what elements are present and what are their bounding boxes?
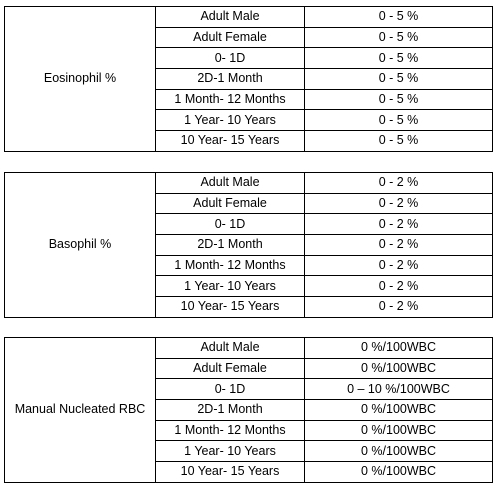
reference-range: 0 - 5 % (304, 47, 493, 70)
reference-range: 0 - 2 % (304, 296, 493, 318)
age-group: 0- 1D (155, 378, 305, 401)
table-row: 10 Year- 15 Years 0 %/100WBC (5, 461, 493, 483)
reference-table: Manual Nucleated RBC Adult Male 0 %/100WBC… (4, 337, 493, 483)
reference-range: 0 - 2 % (304, 213, 493, 236)
reference-range: 0 - 5 % (304, 6, 493, 28)
age-group: 2D-1 Month (155, 234, 305, 256)
reference-range: 0 - 5 % (304, 130, 493, 152)
parameter-label: Basophil % (4, 172, 156, 318)
reference-range: 0 - 5 % (304, 88, 493, 111)
age-group: 10 Year- 15 Years (155, 296, 305, 318)
reference-range: 0 %/100WBC (304, 440, 493, 463)
reference-range: 0 – 10 %/100WBC (304, 378, 493, 401)
reference-range: 0 - 5 % (304, 109, 493, 132)
table-row: 10 Year- 15 Years 0 - 2 % (5, 296, 493, 318)
table-row: 1 Month- 12 Months 0 - 5 % (5, 88, 493, 111)
table-row: 2D-1 Month 0 - 2 % (5, 234, 493, 256)
age-group: Adult Female (155, 192, 305, 215)
reference-range: 0 %/100WBC (304, 399, 493, 421)
age-group: 10 Year- 15 Years (155, 130, 305, 152)
age-group: Adult Male (155, 337, 305, 359)
table-row: 0- 1D 0 - 2 % (5, 213, 493, 236)
age-group: 2D-1 Month (155, 68, 305, 90)
age-group: 1 Month- 12 Months (155, 419, 305, 442)
table-row: 1 Year- 10 Years 0 - 2 % (5, 275, 493, 298)
table-row: 1 Year- 10 Years 0 %/100WBC (5, 440, 493, 463)
reference-range: 0 - 2 % (304, 172, 493, 194)
reference-table: Basophil % Adult Male 0 - 2 % Adult Female 0… (4, 172, 493, 318)
age-group: 0- 1D (155, 47, 305, 70)
age-group: 2D-1 Month (155, 399, 305, 421)
table-row: Eosinophil % Adult Male 0 - 5 % (4, 6, 493, 152)
table-row: 1 Month- 12 Months 0 %/100WBC (5, 419, 493, 442)
age-group: Adult Female (155, 357, 305, 380)
age-group: 10 Year- 15 Years (155, 461, 305, 483)
reference-range: 0 %/100WBC (304, 461, 493, 483)
age-group: Adult Male (155, 172, 305, 194)
age-group: 1 Year- 10 Years (155, 109, 305, 132)
table-row: Basophil % Adult Male 0 - 2 % (4, 172, 493, 318)
age-group: 1 Month- 12 Months (155, 254, 305, 277)
reference-table: Eosinophil % Adult Male 0 - 5 % Adult Femal… (4, 6, 493, 152)
reference-range: 0 - 2 % (304, 254, 493, 277)
table-row: Adult Female 0 %/100WBC (5, 357, 493, 380)
age-group: Adult Female (155, 26, 305, 49)
table-row: 1 Month- 12 Months 0 - 2 % (5, 254, 493, 277)
parameter-label: Eosinophil % (4, 6, 156, 152)
table-row: Adult Female 0 - 5 % (5, 26, 493, 49)
table-row: 2D-1 Month 0 - 5 % (5, 68, 493, 90)
reference-range: 0 - 5 % (304, 68, 493, 90)
age-group: 1 Month- 12 Months (155, 88, 305, 111)
reference-range: 0 - 2 % (304, 234, 493, 256)
table-row: 1 Year- 10 Years 0 - 5 % (5, 109, 493, 132)
age-group: 0- 1D (155, 213, 305, 236)
reference-range: 0 %/100WBC (304, 419, 493, 442)
reference-range: 0 %/100WBC (304, 337, 493, 359)
age-group: Adult Male (155, 6, 305, 28)
parameter-label: Manual Nucleated RBC (4, 337, 156, 483)
age-group: 1 Year- 10 Years (155, 440, 305, 463)
table-row: Manual Nucleated RBC Adult Male 0 %/100WBC (4, 337, 493, 483)
reference-range: 0 - 2 % (304, 275, 493, 298)
age-group: 1 Year- 10 Years (155, 275, 305, 298)
reference-range: 0 - 5 % (304, 26, 493, 49)
table-row: 10 Year- 15 Years 0 - 5 % (5, 130, 493, 152)
reference-range: 0 - 2 % (304, 192, 493, 215)
reference-range: 0 %/100WBC (304, 357, 493, 380)
